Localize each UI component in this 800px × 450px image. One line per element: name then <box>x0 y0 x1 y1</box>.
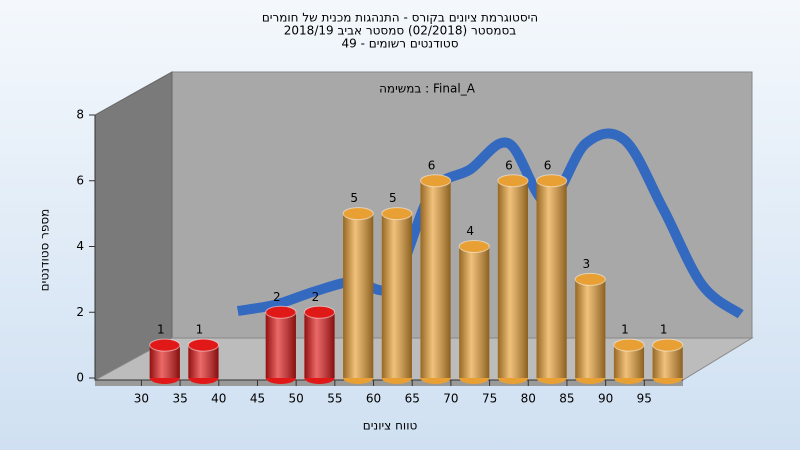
value-label: 1 <box>196 323 204 337</box>
bar-cap <box>497 174 529 188</box>
bar-shade <box>536 180 567 378</box>
bar-cap <box>613 338 645 352</box>
x-tick-label: 75 <box>482 392 497 406</box>
bar-cap <box>574 272 606 286</box>
bar-shade <box>459 246 490 378</box>
value-label: 3 <box>582 257 590 271</box>
value-label: 4 <box>466 224 474 238</box>
value-label: 2 <box>312 290 320 304</box>
x-tick-label: 50 <box>289 392 304 406</box>
density-curve <box>236 128 744 319</box>
title-line: היסטוגרמת ציונים בקורס - התנהגות מכנית ש… <box>262 11 538 25</box>
bar-cap <box>342 207 374 221</box>
bar-shade <box>265 312 296 378</box>
bar-shade <box>343 213 374 378</box>
y-tick-label: 8 <box>76 108 84 122</box>
x-tick-label: 65 <box>405 392 420 406</box>
bar-cap <box>458 240 490 253</box>
bar-shade <box>420 180 451 378</box>
bar-shade <box>304 312 335 378</box>
x-tick-label: 90 <box>598 392 613 406</box>
bar-shade <box>497 180 529 378</box>
bar-cap <box>187 338 220 352</box>
title-line: בסמסטר (02/2018) סמסטר אביב 2018/19 <box>284 24 516 38</box>
y-tick-label: 6 <box>76 173 84 187</box>
x-tick-label: 70 <box>443 392 458 406</box>
bar-cap <box>419 174 452 188</box>
value-label: 1 <box>157 323 165 337</box>
y-tick-label: 2 <box>76 305 84 319</box>
value-label: 6 <box>505 158 513 172</box>
value-label: 5 <box>350 191 358 205</box>
bar-shade <box>575 279 606 378</box>
bar-cap <box>303 305 336 319</box>
y-tick-label: 0 <box>76 371 84 385</box>
value-label: 2 <box>273 290 281 304</box>
value-label: 6 <box>544 158 552 172</box>
bar-cap <box>652 338 684 352</box>
title-line: סטודנטים רשומים - 49 <box>341 37 458 51</box>
x-tick-label: 60 <box>366 392 381 406</box>
value-label: 6 <box>428 158 436 172</box>
x-tick-label: 40 <box>211 392 226 406</box>
value-label: 1 <box>660 323 668 337</box>
x-tick-label: 30 <box>134 392 149 406</box>
x-tick-label: 35 <box>172 392 187 406</box>
bar-cap <box>536 174 568 188</box>
bar-cap <box>381 207 413 221</box>
x-tick-label: 80 <box>521 392 536 406</box>
x-tick-label: 55 <box>327 392 342 406</box>
x-axis-label: טווח ציונים <box>363 419 418 433</box>
bar-cap <box>265 305 297 319</box>
y-tick-label: 4 <box>76 239 84 253</box>
bar-cap <box>149 338 181 352</box>
x-tick-label: 45 <box>250 392 265 406</box>
x-tick-label: 85 <box>559 392 574 406</box>
value-label: 5 <box>389 191 397 205</box>
y-axis-label: מספר סטודנטים <box>38 209 52 292</box>
annotation: במשימה : Final_A <box>379 82 476 96</box>
bar-shade <box>381 213 412 378</box>
x-tick-label: 95 <box>637 392 652 406</box>
value-label: 1 <box>621 323 629 337</box>
